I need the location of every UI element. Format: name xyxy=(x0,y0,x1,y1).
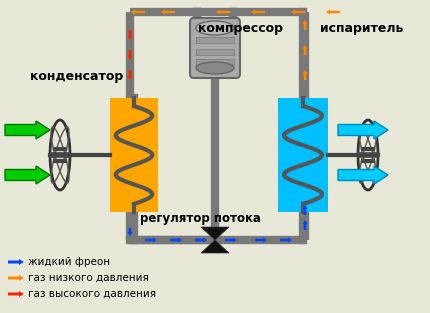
Text: конденсатор: конденсатор xyxy=(30,70,123,83)
FancyArrow shape xyxy=(216,9,230,14)
FancyArrow shape xyxy=(291,9,305,14)
Ellipse shape xyxy=(196,62,234,74)
FancyArrow shape xyxy=(128,70,132,80)
FancyArrow shape xyxy=(8,259,24,265)
Text: испаритель: испаритель xyxy=(320,22,403,35)
FancyArrow shape xyxy=(5,166,50,184)
FancyArrow shape xyxy=(302,20,307,30)
FancyArrow shape xyxy=(280,238,292,243)
FancyBboxPatch shape xyxy=(190,18,240,78)
FancyArrow shape xyxy=(255,238,267,243)
FancyArrow shape xyxy=(8,275,24,281)
Text: газ низкого давления: газ низкого давления xyxy=(28,273,149,283)
FancyArrow shape xyxy=(170,238,182,243)
FancyArrow shape xyxy=(128,228,132,236)
Ellipse shape xyxy=(196,21,234,35)
FancyArrow shape xyxy=(302,45,307,55)
Text: компрессор: компрессор xyxy=(198,22,283,35)
FancyArrow shape xyxy=(128,50,132,60)
Text: газ высокого давления: газ высокого давления xyxy=(28,289,156,299)
FancyArrow shape xyxy=(326,9,340,14)
FancyBboxPatch shape xyxy=(196,59,234,65)
FancyArrow shape xyxy=(338,121,388,139)
FancyArrow shape xyxy=(225,238,237,243)
FancyArrow shape xyxy=(338,166,388,184)
FancyArrow shape xyxy=(128,30,132,40)
FancyArrow shape xyxy=(8,291,24,297)
FancyArrow shape xyxy=(131,9,145,14)
Text: регулятор потока: регулятор потока xyxy=(140,212,261,225)
Polygon shape xyxy=(201,240,229,253)
Text: жидкий фреон: жидкий фреон xyxy=(28,257,110,267)
FancyArrow shape xyxy=(145,238,157,243)
FancyBboxPatch shape xyxy=(196,49,234,55)
FancyArrow shape xyxy=(302,205,307,215)
Polygon shape xyxy=(201,227,229,240)
Bar xyxy=(110,98,158,212)
FancyArrow shape xyxy=(251,9,265,14)
FancyArrow shape xyxy=(302,70,307,80)
FancyArrow shape xyxy=(161,9,175,14)
FancyBboxPatch shape xyxy=(196,37,234,43)
FancyArrow shape xyxy=(302,220,307,230)
Bar xyxy=(278,98,328,212)
FancyArrow shape xyxy=(195,238,207,243)
FancyArrow shape xyxy=(5,121,50,139)
